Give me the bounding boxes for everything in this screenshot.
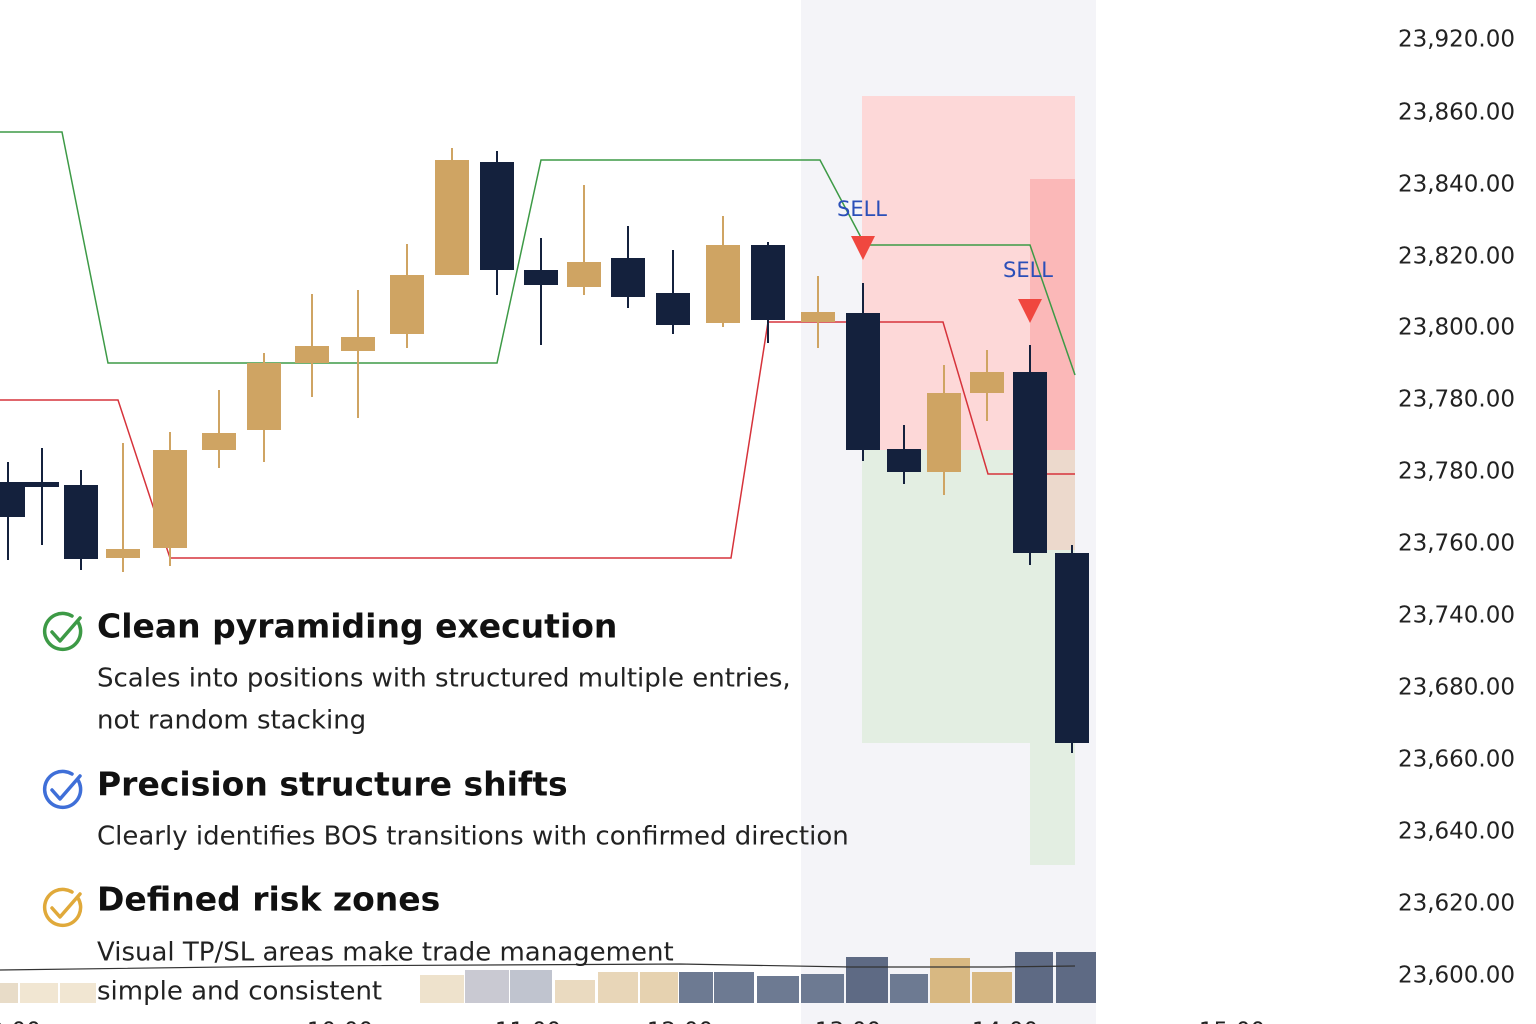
candle-body: [390, 275, 424, 334]
candle-body: [927, 393, 961, 472]
feature-title: Clean pyramiding execution: [97, 607, 617, 646]
candle-body: [295, 346, 329, 363]
candle-body: [0, 482, 25, 517]
time-label: 15:00: [1199, 1019, 1265, 1024]
target-zone: [1030, 743, 1075, 865]
upper-band: [0, 131, 1076, 376]
volume-bar: [972, 972, 1012, 1003]
lower-band: [0, 321, 1075, 559]
volume-bar: [598, 972, 638, 1003]
price-label: 23,680.00: [1398, 675, 1515, 701]
volume-bar: [679, 972, 713, 1003]
candle-body: [64, 485, 98, 559]
volume-bar: [640, 972, 678, 1003]
time-label: 13:00: [815, 1019, 881, 1024]
price-label: 23,780.00: [1398, 387, 1515, 413]
price-label: 23,820.00: [1398, 244, 1515, 270]
check-icon: [42, 611, 83, 928]
price-label: 23,740.00: [1398, 603, 1515, 629]
price-label: 23,640.00: [1398, 819, 1515, 845]
candle-body: [106, 549, 140, 558]
time-label: 10:00: [307, 1019, 373, 1024]
feature-text: Scales into positions with structured mu…: [97, 664, 791, 694]
volume-bar: [801, 974, 844, 1003]
time-label: 9:00: [0, 1019, 41, 1024]
volume-bar: [20, 983, 58, 1003]
candle-body: [611, 258, 645, 297]
price-label: 23,800.00: [1398, 315, 1515, 341]
price-label: 23,660.00: [1398, 747, 1515, 773]
volume-bar: [465, 970, 509, 1003]
feature-text: simple and consistent: [97, 977, 382, 1007]
candle-body: [801, 312, 835, 322]
candle-body: [247, 363, 281, 430]
volume-bar: [757, 976, 799, 1003]
volume-average: [0, 963, 1076, 971]
volume-bar: [420, 975, 464, 1003]
price-label: 23,620.00: [1398, 891, 1515, 917]
candle-body: [1013, 372, 1047, 553]
price-label: 23,760.00: [1398, 531, 1515, 557]
candle-body: [341, 337, 375, 351]
price-label: 23,600.00: [1398, 963, 1515, 989]
candle-body: [846, 313, 880, 450]
price-label: 23,780.00: [1398, 459, 1515, 485]
feature-text: Visual TP/SL areas make trade management: [97, 938, 674, 968]
volume-bar: [510, 970, 552, 1003]
candle-body: [656, 293, 690, 325]
volume-bar: [555, 980, 595, 1003]
candle-body: [887, 449, 921, 472]
candle-body: [1055, 553, 1089, 743]
candle-body: [480, 162, 514, 270]
candle-body: [153, 450, 187, 548]
price-label: 23,840.00: [1398, 172, 1515, 198]
volume-bar: [890, 974, 928, 1003]
signal-label: SELL: [837, 197, 887, 221]
feature-title: Defined risk zones: [97, 880, 440, 919]
volume-bar: [846, 957, 888, 1003]
candle-body: [524, 270, 558, 285]
volume-bar: [60, 983, 96, 1003]
volume-bar: [1056, 952, 1096, 1003]
time-label: 11:00: [495, 1019, 561, 1024]
feature-title: Precision structure shifts: [97, 765, 568, 804]
time-label: 12:00: [647, 1019, 713, 1024]
volume-bar: [1015, 952, 1053, 1003]
candle-body: [970, 372, 1004, 393]
candle-body: [706, 245, 740, 323]
price-label: 23,860.00: [1398, 100, 1515, 126]
time-label: 14:00: [972, 1019, 1038, 1024]
feature-text: not random stacking: [97, 706, 366, 736]
sell-marker: [851, 236, 875, 260]
price-label: 23,920.00: [1398, 27, 1515, 53]
candle-body: [25, 482, 59, 487]
volume-bar: [0, 983, 18, 1003]
volume-bar: [714, 972, 754, 1003]
candles: [0, 148, 1089, 753]
signal-label: SELL: [1003, 258, 1053, 282]
candle-body: [567, 262, 601, 287]
sell-marker: [1018, 299, 1042, 323]
candle-body: [435, 160, 469, 275]
volume-bar: [930, 958, 970, 1003]
candle-body: [202, 433, 236, 450]
feature-text: Clearly identifies BOS transitions with …: [97, 822, 849, 852]
volume: [0, 952, 1096, 1003]
candle-body: [751, 245, 785, 320]
